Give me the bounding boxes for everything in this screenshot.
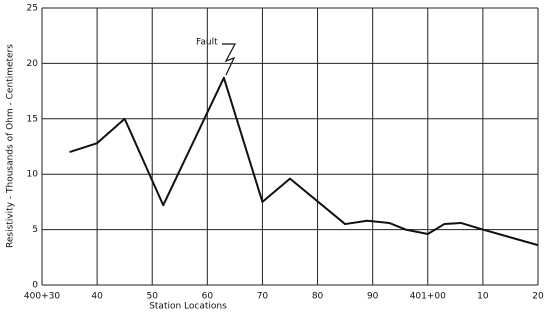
y-axis-label: Resistivity - Thousands of Ohm - Centime…	[6, 44, 16, 248]
y-tick-label: 5	[32, 225, 38, 235]
y-tick-label: 15	[27, 114, 38, 124]
x-tick-label: 90	[367, 292, 379, 302]
annotation-leader	[222, 43, 236, 76]
x-tick-label: 70	[257, 292, 269, 302]
y-tick-label: 10	[27, 170, 39, 180]
y-tick-label: 0	[32, 281, 38, 291]
y-tick-label: 20	[27, 59, 39, 69]
x-tick-label: 60	[202, 292, 214, 302]
data-line	[69, 76, 539, 247]
x-tick-label: 400+30	[24, 292, 60, 302]
x-tick-label: 10	[477, 292, 489, 302]
x-tick-label: 20	[532, 292, 544, 302]
y-tick-label: 25	[27, 4, 38, 14]
x-tick-label: 40	[91, 292, 103, 302]
x-tick-label: 401+00	[410, 292, 446, 302]
x-tick-label: 80	[312, 292, 324, 302]
x-axis-label: Station Locations	[149, 302, 227, 312]
x-tick-label: 50	[146, 292, 158, 302]
